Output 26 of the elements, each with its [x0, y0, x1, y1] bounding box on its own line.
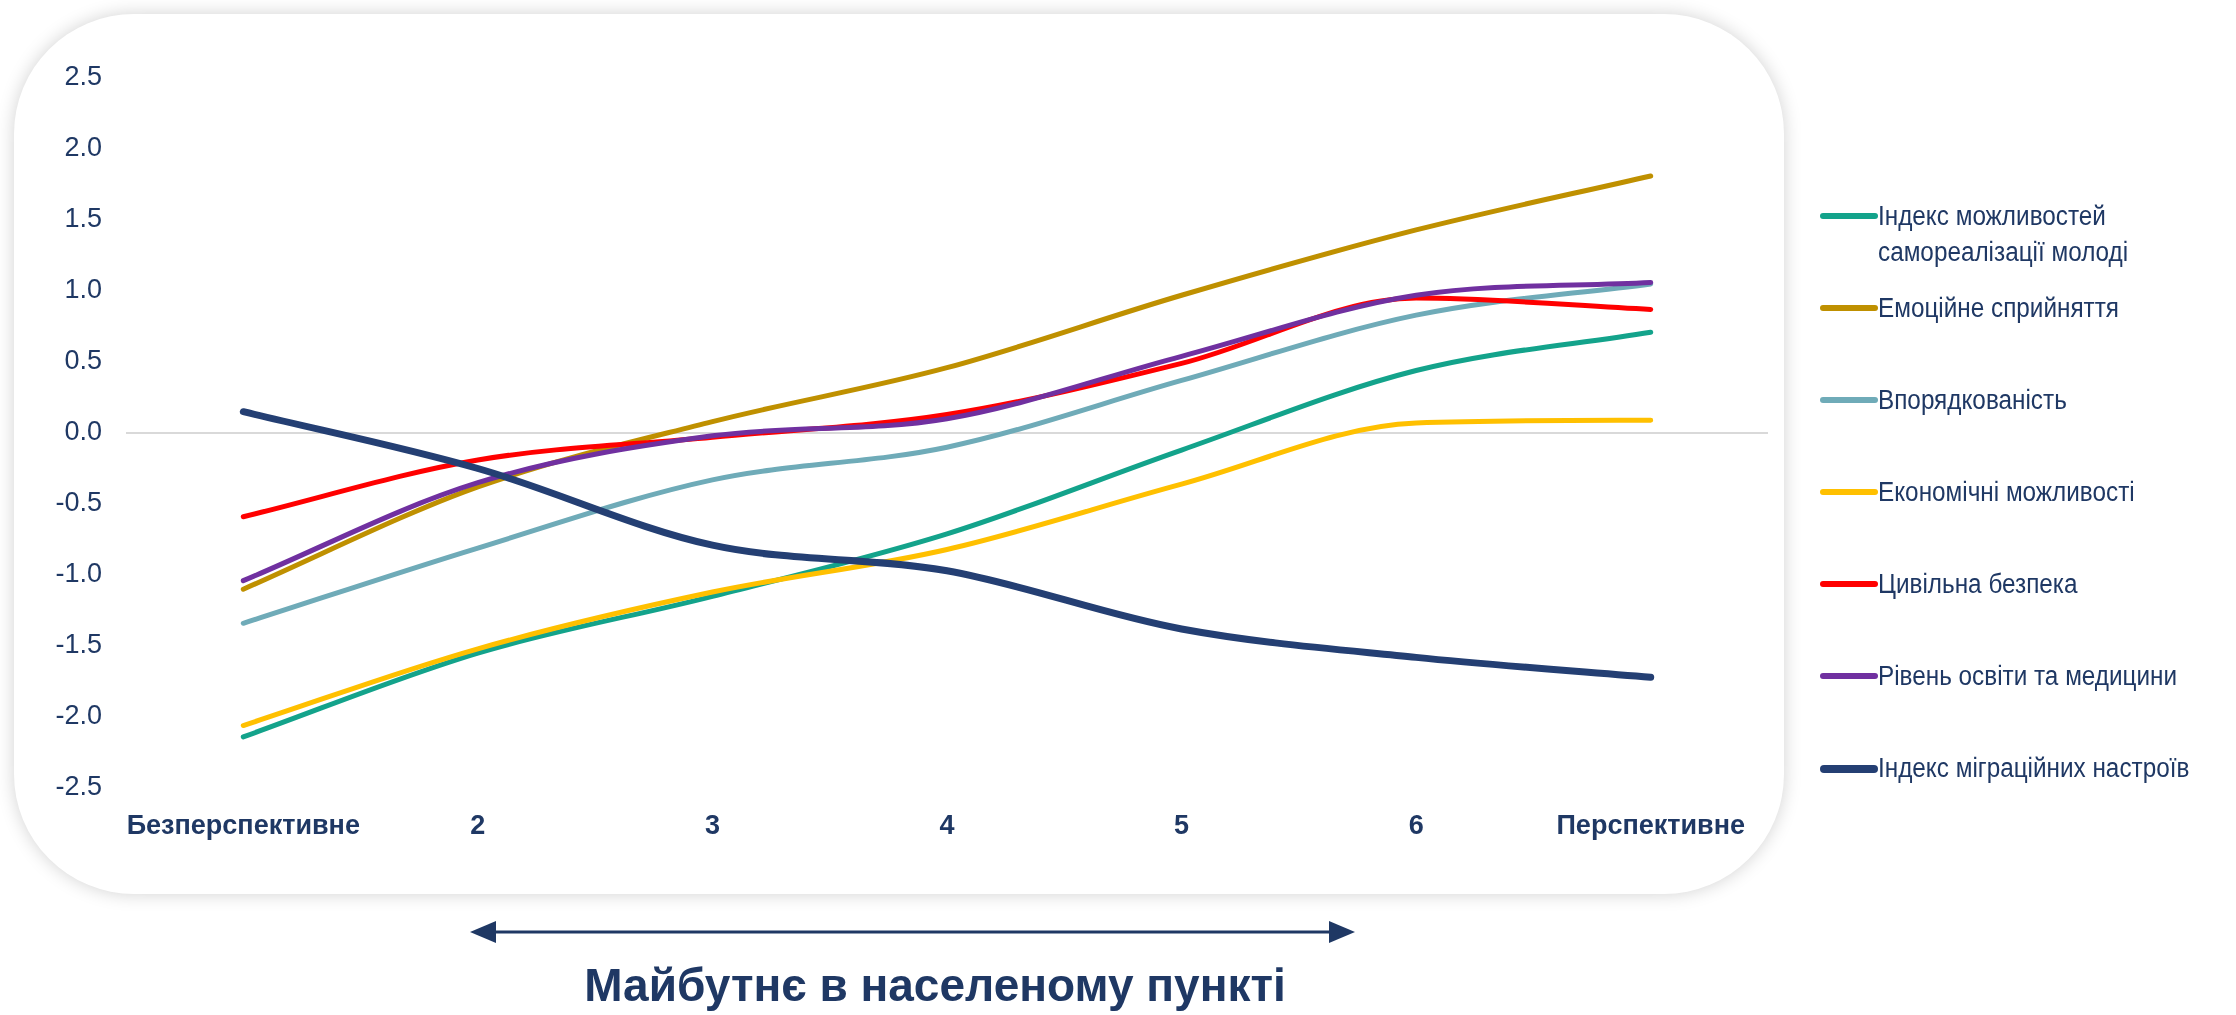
legend-label: Економічні можливості	[1878, 476, 2136, 509]
x-tick-label: 6	[1408, 809, 1424, 840]
x-tick-label: Перспективне	[1556, 809, 1745, 840]
y-tick-label: 1.5	[64, 203, 102, 234]
y-tick-label: 0.0	[64, 416, 102, 447]
y-tick-label: 2.5	[64, 61, 102, 92]
x-tick-label: Безперспективне	[126, 809, 360, 840]
y-tick-label: -2.5	[55, 771, 102, 802]
y-tick-label: -1.5	[55, 629, 102, 660]
legend-label: Емоційне сприйняття	[1878, 292, 2120, 325]
legend-label: Індекс міграційних настроїв	[1878, 752, 2191, 785]
y-tick-label: 2.0	[64, 132, 102, 163]
x-tick-label: 4	[939, 809, 955, 840]
legend-label: Рівень освіти та медицини	[1878, 660, 2179, 693]
legend-label: Цивільна безпека	[1878, 568, 2079, 601]
x-tick-label: 2	[470, 809, 486, 840]
y-tick-label: -2.0	[55, 700, 102, 731]
x-tick-label: 3	[704, 809, 720, 840]
y-tick-label: 0.5	[64, 345, 102, 376]
legend-label: Індекс можливостей самореалізації молоді	[1878, 200, 2130, 269]
legend-label: Впорядкованість	[1878, 384, 2068, 417]
y-tick-label: 1.0	[64, 274, 102, 305]
y-tick-label: -1.0	[55, 558, 102, 589]
x-axis-title: Майбутнє в населеному пункті	[583, 958, 1287, 1012]
y-tick-label: -0.5	[55, 487, 102, 518]
x-tick-label: 5	[1174, 809, 1190, 840]
